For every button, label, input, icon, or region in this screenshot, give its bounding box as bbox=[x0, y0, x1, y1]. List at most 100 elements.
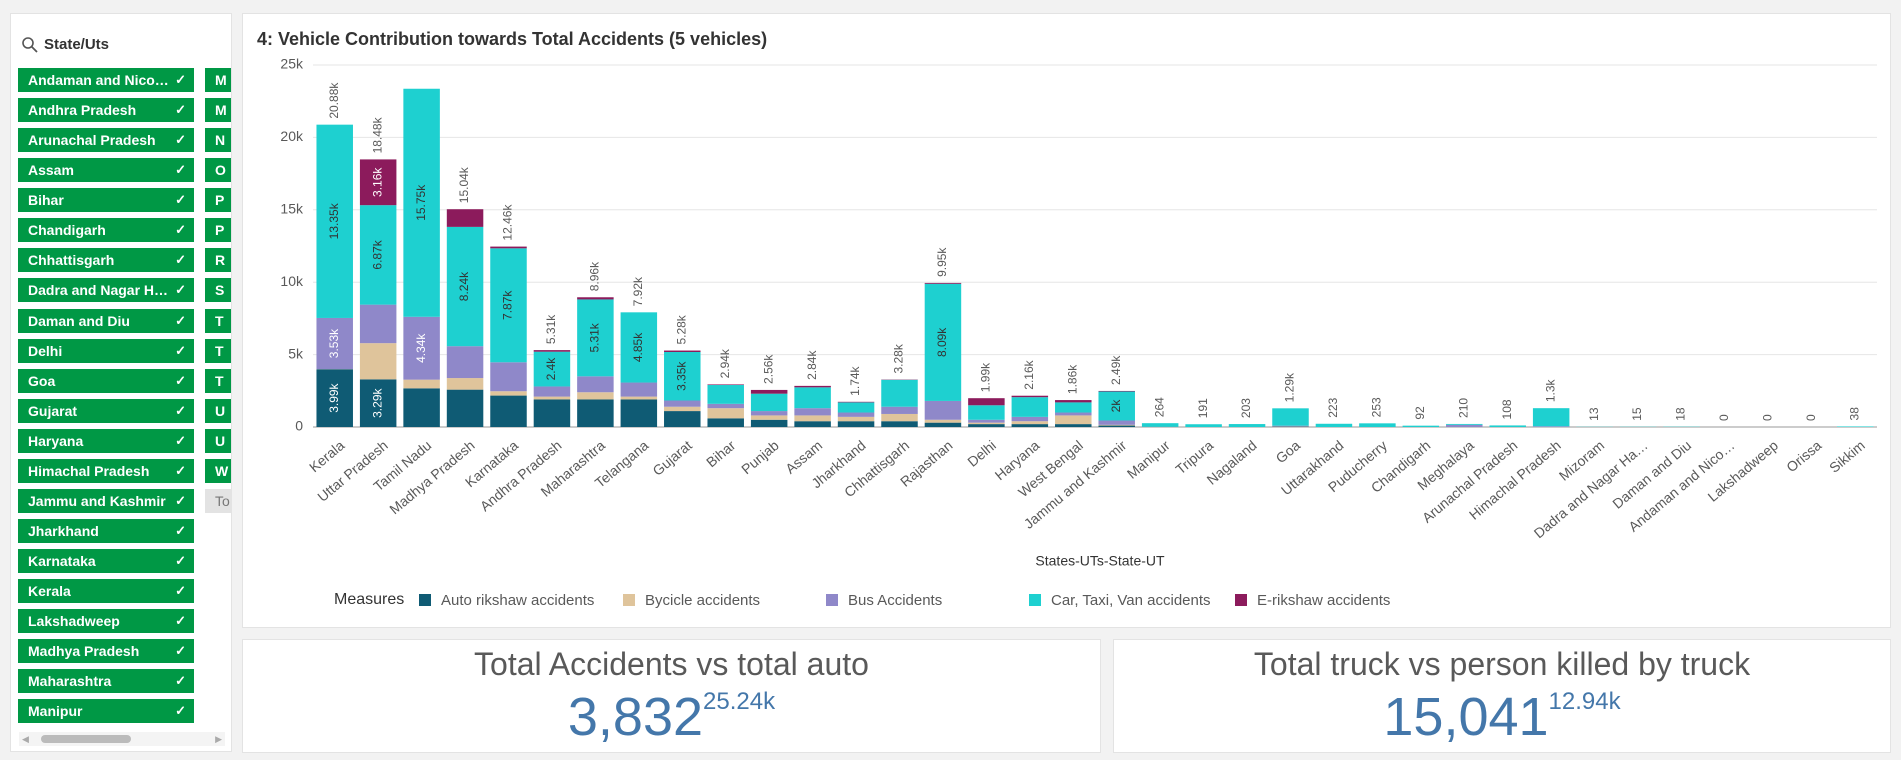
filter-item[interactable]: Delhi ✓ bbox=[18, 338, 194, 363]
total-label: 0 bbox=[1717, 414, 1731, 421]
filter-item[interactable]: Bihar ✓ bbox=[18, 188, 194, 213]
bar-segment bbox=[1837, 426, 1874, 427]
filter-item[interactable]: T bbox=[205, 338, 231, 363]
x-tick-label: Orissa bbox=[1783, 437, 1824, 475]
bar-segment bbox=[403, 88, 440, 317]
kpi-secondary: 25.24k bbox=[703, 688, 776, 715]
check-icon: ✓ bbox=[175, 72, 186, 87]
total-label: 38 bbox=[1847, 407, 1861, 421]
bar-segment bbox=[794, 408, 831, 416]
bar-segment bbox=[316, 369, 353, 427]
filter-item[interactable]: U bbox=[205, 398, 231, 423]
filter-item[interactable]: M bbox=[205, 98, 231, 123]
bar-segment bbox=[707, 418, 744, 427]
check-icon: ✓ bbox=[175, 102, 186, 118]
bar-segment bbox=[1011, 416, 1049, 422]
bar-segment bbox=[881, 413, 918, 422]
filter-item[interactable]: Maharashtra ✓ bbox=[18, 669, 194, 694]
bar-segment bbox=[1011, 421, 1049, 425]
total-label: 2.56k bbox=[761, 354, 775, 384]
bar-segment bbox=[924, 283, 962, 401]
filter-item[interactable]: Himachal Pradesh ✓ bbox=[18, 458, 194, 483]
filter-item[interactable]: M bbox=[205, 68, 231, 92]
bar-segment bbox=[1098, 420, 1135, 425]
filter-item[interactable]: N bbox=[205, 128, 231, 153]
filter-item[interactable]: Andhra Pradesh ✓ bbox=[18, 98, 194, 123]
scroll-thumb[interactable] bbox=[41, 735, 131, 743]
y-tick-label: 25k bbox=[280, 56, 304, 72]
total-label: 0 bbox=[1804, 414, 1818, 421]
legend-label: E-rikshaw accidents bbox=[1257, 592, 1390, 609]
filter-item[interactable]: Arunachal Pradesh ✓ bbox=[18, 128, 194, 153]
bar-segment bbox=[1098, 425, 1135, 427]
filter-item[interactable]: Jharkhand ✓ bbox=[18, 519, 194, 544]
check-icon: ✓ bbox=[175, 613, 186, 629]
scrollbar[interactable]: ◀ ▶ bbox=[19, 732, 225, 746]
bar-segment bbox=[881, 421, 918, 427]
filter-item[interactable]: Gujarat ✓ bbox=[18, 398, 194, 423]
segment-label: 3.29k bbox=[370, 388, 384, 418]
filter-item[interactable]: Karnataka ✓ bbox=[18, 549, 194, 574]
filter-item[interactable]: T bbox=[205, 308, 231, 333]
total-label: 108 bbox=[1500, 399, 1514, 419]
total-label: 7.92k bbox=[631, 276, 645, 306]
x-tick-label: Sikkim bbox=[1826, 437, 1868, 476]
kpi-panel: Total truck vs person killed by truck 15… bbox=[1113, 639, 1891, 753]
search-icon[interactable] bbox=[21, 36, 39, 54]
y-tick-label: 0 bbox=[295, 418, 303, 434]
filter-item[interactable]: To bbox=[205, 488, 231, 513]
filter-item[interactable]: Assam ✓ bbox=[18, 158, 194, 183]
filter-item[interactable]: Madhya Pradesh ✓ bbox=[18, 639, 194, 664]
bar-segment bbox=[664, 400, 701, 407]
filter-item[interactable]: Chandigarh ✓ bbox=[18, 218, 194, 243]
filter-item[interactable]: Haryana ✓ bbox=[18, 428, 194, 453]
kpi-title: Total Accidents vs total auto bbox=[474, 646, 869, 682]
bar-segment bbox=[1185, 424, 1222, 427]
bar-segment bbox=[359, 304, 397, 344]
bar-segment bbox=[750, 393, 788, 412]
bar-segment bbox=[490, 246, 527, 249]
bar-segment bbox=[533, 396, 571, 400]
bar-segment bbox=[403, 316, 440, 380]
bar-segment bbox=[968, 424, 1005, 427]
y-tick-label: 5k bbox=[288, 345, 304, 361]
filter-item[interactable]: P bbox=[205, 218, 231, 243]
bar-segment bbox=[1272, 425, 1309, 427]
filter-item[interactable]: O bbox=[205, 158, 231, 183]
filter-item[interactable]: W bbox=[205, 458, 231, 483]
filter-item[interactable]: Andaman and Nico… ✓ bbox=[18, 68, 194, 92]
segment-label: 8.24k bbox=[457, 271, 471, 301]
filter-item[interactable]: S bbox=[205, 278, 231, 303]
filter-item[interactable]: P bbox=[205, 188, 231, 213]
filter-item[interactable]: Jammu and Kashmir ✓ bbox=[18, 488, 194, 513]
filter-item[interactable]: Dadra and Nagar H… ✓ bbox=[18, 278, 194, 303]
bar-segment bbox=[359, 379, 397, 427]
bar-segment bbox=[794, 387, 831, 409]
filter-item[interactable]: Goa ✓ bbox=[18, 368, 194, 393]
filter-label: Arunachal Pradesh bbox=[28, 132, 156, 149]
filter-item[interactable]: Manipur ✓ bbox=[18, 699, 194, 724]
filter-item[interactable]: Chhattisgarh ✓ bbox=[18, 248, 194, 273]
scroll-right[interactable]: ▶ bbox=[215, 734, 222, 744]
bar-segment bbox=[837, 416, 875, 422]
filter-item[interactable]: T bbox=[205, 368, 231, 393]
bar-segment bbox=[881, 406, 918, 414]
bar-segment bbox=[707, 408, 744, 419]
total-label: 2.49k bbox=[1109, 355, 1123, 385]
filter-item[interactable]: R bbox=[205, 248, 231, 273]
bar-segment bbox=[837, 402, 875, 413]
y-tick-label: 10k bbox=[280, 273, 304, 289]
check-icon: ✓ bbox=[175, 553, 186, 569]
legend-swatch bbox=[623, 594, 635, 606]
bar-segment bbox=[490, 395, 527, 427]
bar-segment bbox=[1402, 425, 1440, 427]
bar-segment bbox=[359, 205, 397, 305]
bar-segment bbox=[359, 343, 397, 380]
filter-item[interactable]: Daman and Diu ✓ bbox=[18, 308, 194, 333]
filter-item[interactable]: Lakshadweep ✓ bbox=[18, 609, 194, 634]
filter-item[interactable]: U bbox=[205, 428, 231, 453]
x-tick-label: Delhi bbox=[964, 437, 999, 470]
bar-segment bbox=[968, 422, 1005, 425]
scroll-left[interactable]: ◀ bbox=[22, 734, 29, 744]
filter-item[interactable]: Kerala ✓ bbox=[18, 579, 194, 604]
